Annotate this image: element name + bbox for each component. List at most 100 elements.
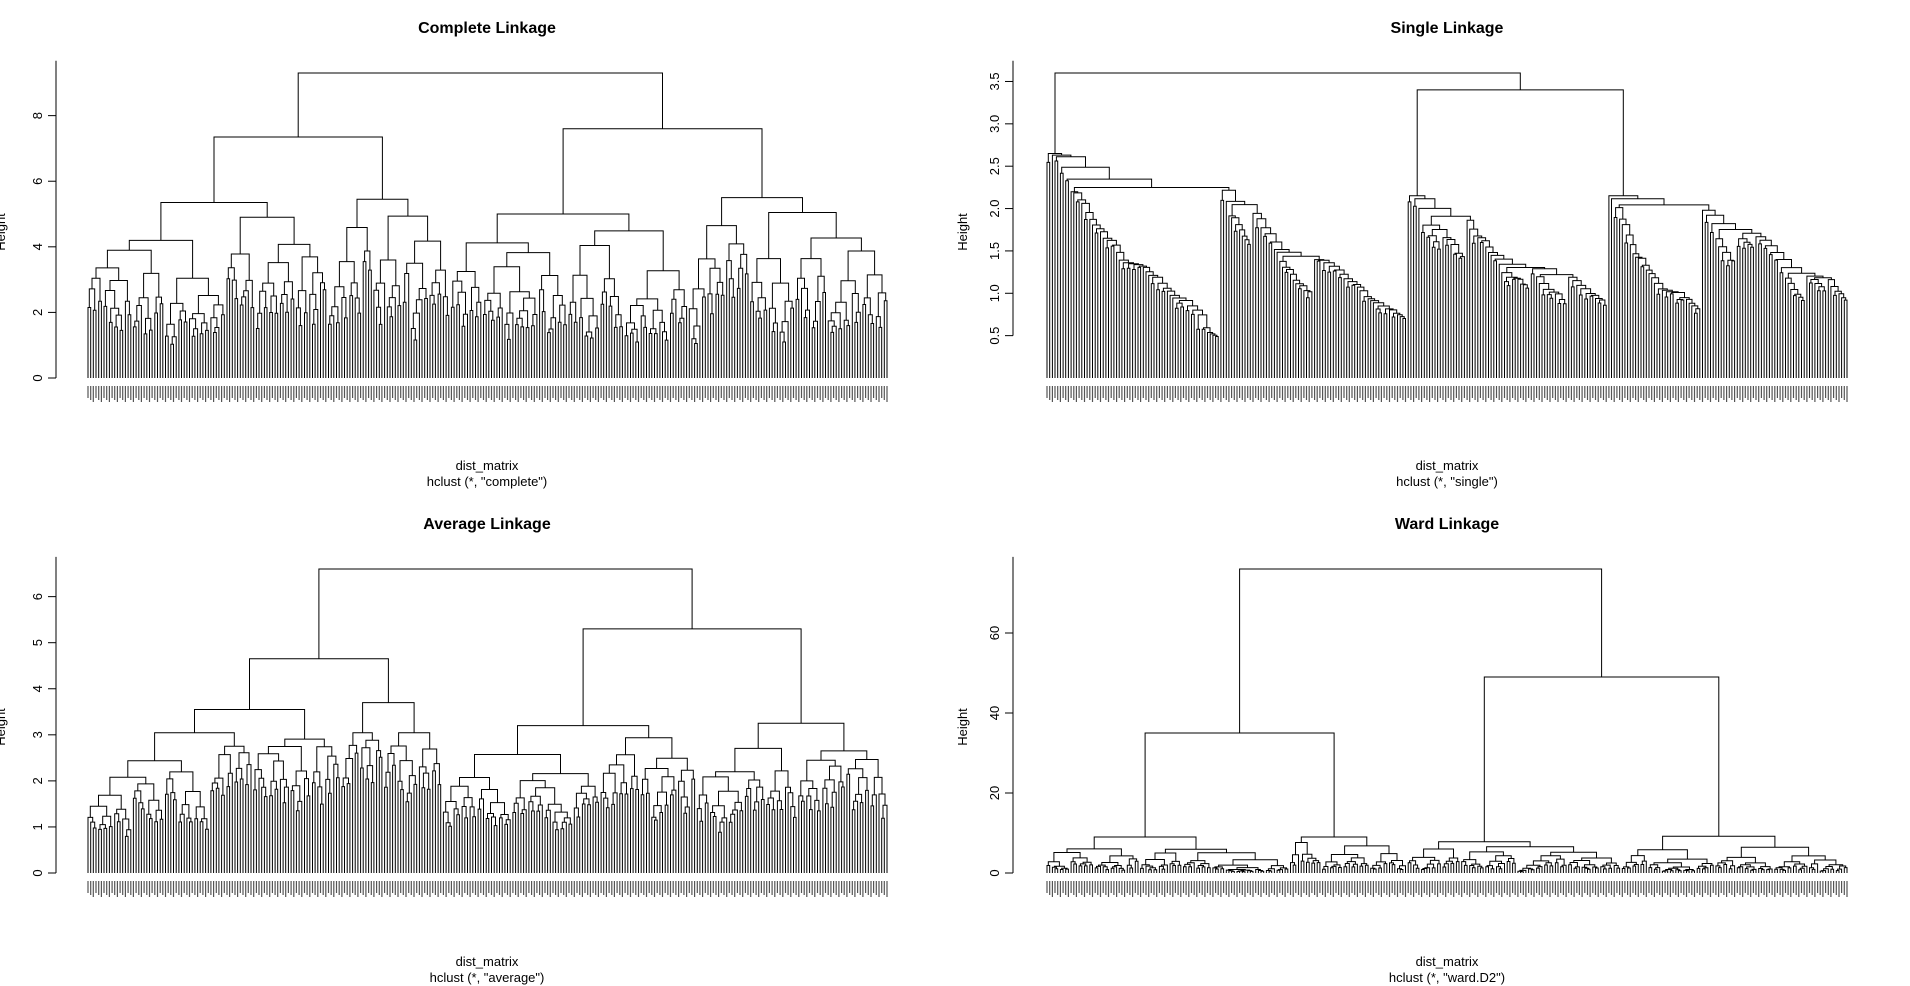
leaf-label: [207, 881, 209, 893]
leaf-label: [1198, 881, 1201, 893]
leaf-label: [752, 881, 754, 893]
leaf-label: [1485, 386, 1487, 402]
leaf-label: [1600, 386, 1602, 398]
leaf-label: [1490, 881, 1492, 895]
leaf-label: [1281, 881, 1284, 895]
leaf-label: [498, 881, 501, 895]
leaf-label: [1512, 386, 1514, 398]
leaf-label: [1629, 386, 1631, 402]
leaf-label: [170, 386, 172, 400]
leaf-label: [1627, 386, 1629, 400]
x-axis-label: dist_matrix: [456, 954, 519, 969]
leaf-label: [680, 386, 682, 398]
leaf-label: [1300, 386, 1302, 402]
leaf-label: [1771, 881, 1773, 895]
leaf-label: [1378, 881, 1380, 895]
leaf-label: [627, 881, 629, 895]
leaf-label: [1338, 881, 1340, 895]
leaf-label: [261, 881, 263, 897]
leaf-label: [851, 386, 853, 400]
leaf-label: [92, 881, 94, 897]
leaf-label: [418, 386, 420, 400]
leaf-label: [710, 386, 712, 402]
leaf-label: [1206, 881, 1209, 893]
leaf-label: [1172, 881, 1174, 897]
leaf-label: [1284, 881, 1286, 897]
leaf-label: [1525, 881, 1527, 897]
leaf-label: [1530, 386, 1532, 400]
leaf-label: [1560, 386, 1562, 398]
leaf-label: [378, 881, 380, 895]
leaf-label: [319, 386, 322, 398]
leaf-label: [835, 881, 837, 895]
leaf-label: [333, 881, 335, 897]
y-tick-label: 0: [987, 869, 1002, 876]
leaf-label: [1589, 386, 1591, 402]
leaf-label: [1661, 386, 1663, 402]
leaf-label: [1177, 881, 1179, 895]
leaf-label: [221, 386, 223, 402]
leaf-label: [124, 386, 126, 402]
leaf-label: [1581, 386, 1583, 402]
leaf-label: [523, 386, 525, 400]
leaf-label: [509, 386, 511, 402]
leaf-label: [1592, 386, 1594, 398]
leaf-label: [485, 881, 487, 897]
leaf-label: [1273, 386, 1275, 400]
leaf-label: [349, 881, 351, 897]
leaf-label: [1755, 881, 1757, 895]
leaf-label: [838, 386, 840, 402]
leaf-label: [1351, 881, 1353, 893]
chart-title: Ward Linkage: [1395, 516, 1499, 533]
leaf-label: [1188, 881, 1190, 897]
leaf-label: [311, 881, 314, 893]
leaf-label: [1669, 386, 1671, 402]
leaf-label: [573, 386, 575, 402]
leaf-label: [501, 386, 503, 402]
leaf-label: [180, 386, 183, 402]
leaf-label: [1086, 881, 1088, 893]
leaf-label: [1803, 881, 1805, 895]
leaf-label: [132, 881, 134, 897]
leaf-label: [624, 386, 626, 398]
y-tick-label: 3.5: [987, 72, 1002, 90]
leaf-label: [282, 881, 284, 895]
leaf-label: [704, 881, 706, 893]
leaf-label: [1712, 386, 1714, 398]
leaf-label: [1661, 881, 1663, 897]
leaf-label: [453, 881, 455, 897]
leaf-label: [1185, 881, 1187, 895]
leaf-label: [760, 881, 762, 893]
leaf-label: [1734, 386, 1736, 402]
leaf-label: [140, 386, 142, 402]
leaf-label: [1289, 386, 1292, 400]
leaf-label: [686, 881, 688, 897]
leaf-label: [1675, 881, 1677, 895]
leaf-label: [803, 881, 805, 895]
leaf-label: [1102, 881, 1104, 893]
leaf-label: [424, 386, 426, 398]
y-tick-label: 1: [30, 823, 45, 830]
leaf-label: [688, 386, 690, 398]
leaf-label: [651, 881, 653, 895]
leaf-label: [1736, 881, 1738, 893]
leaf-label: [306, 386, 308, 400]
leaf-label: [213, 386, 215, 402]
leaf-label: [1113, 386, 1115, 400]
leaf-label: [1533, 386, 1535, 402]
leaf-label: [1750, 881, 1752, 897]
leaf-label: [1089, 881, 1091, 895]
leaf-label: [1257, 386, 1259, 400]
leaf-label: [440, 881, 442, 893]
leaf-label: [1728, 386, 1730, 398]
leaf-label: [111, 386, 113, 398]
leaf-label: [1372, 881, 1374, 897]
leaf-label: [183, 881, 185, 893]
leaf-label: [1049, 386, 1051, 400]
leaf-label: [1538, 881, 1540, 895]
leaf-label: [1070, 386, 1072, 398]
leaf-label: [528, 881, 530, 893]
leaf-label: [1707, 881, 1709, 895]
leaf-label: [1150, 881, 1152, 893]
leaf-label: [1054, 386, 1056, 398]
